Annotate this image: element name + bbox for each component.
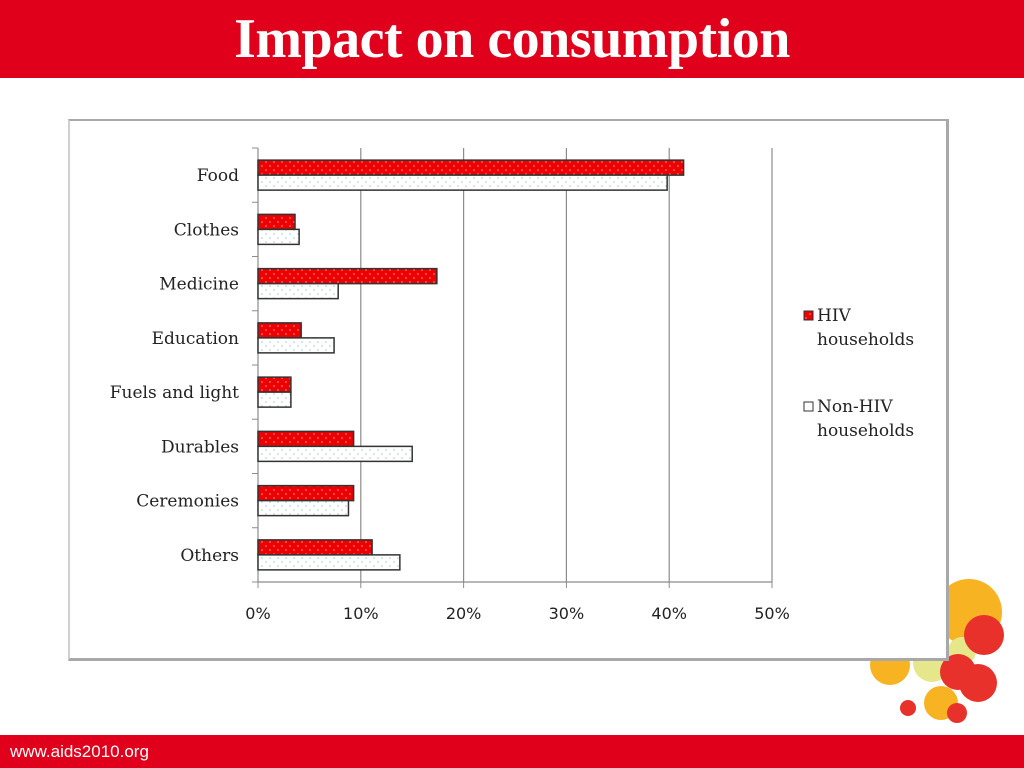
bar-hiv-education — [257, 322, 302, 339]
bar-non-hiv-education — [257, 337, 335, 354]
x-tick-label: 10% — [343, 604, 379, 623]
category-label: Fuels and light — [110, 383, 239, 403]
bars — [257, 159, 685, 571]
category-label: Ceremonies — [136, 492, 239, 512]
x-tick-label: 40% — [651, 604, 687, 623]
slide-title: Impact on consumption — [234, 8, 790, 70]
bar-non-hiv-clothes — [257, 228, 300, 246]
legend: HIV households Non-HIV households — [803, 306, 914, 441]
bar-hiv-medicine — [257, 267, 438, 285]
bar-non-hiv-fuels-and-light — [257, 391, 292, 408]
axes — [252, 147, 773, 588]
footer-url: www.aids2010.org — [10, 742, 149, 761]
decor-circle — [959, 664, 997, 702]
legend-swatch-hiv — [803, 310, 814, 321]
bar-hiv-durables — [257, 430, 355, 448]
category-label: Durables — [161, 437, 239, 457]
bar-non-hiv-medicine — [257, 282, 339, 300]
legend-label-hiv-line2: households — [817, 330, 914, 350]
footer-bar: www.aids2010.org — [0, 735, 1024, 768]
category-labels: Food Clothes Medicine Education Fuels and li… — [110, 166, 239, 566]
bar-non-hiv-others — [257, 554, 401, 571]
x-tick-label: 30% — [549, 604, 585, 623]
title-bar: Impact on consumption — [0, 0, 1024, 78]
category-label: Food — [197, 166, 239, 186]
bar-hiv-clothes — [257, 213, 296, 231]
bar-hiv-fuels-and-light — [257, 376, 292, 393]
decor-circle — [947, 703, 967, 723]
bar-non-hiv-durables — [257, 445, 413, 463]
category-label: Others — [180, 546, 239, 566]
x-tick-label: 20% — [446, 604, 482, 623]
x-tick-labels: 0% 10% 20% 30% 40% 50% — [245, 604, 789, 623]
bar-non-hiv-ceremonies — [257, 499, 350, 517]
decor-circle — [900, 700, 916, 716]
gridlines — [360, 148, 773, 582]
chart-frame — [68, 119, 949, 661]
category-label: Education — [152, 329, 239, 349]
legend-label-non-hiv-line1: Non-HIV — [817, 397, 893, 417]
bar-hiv-ceremonies — [257, 484, 355, 502]
category-label: Medicine — [159, 275, 239, 295]
x-tick-label: 0% — [245, 604, 270, 623]
bar-non-hiv-food — [257, 174, 668, 191]
decor-circle — [964, 615, 1004, 655]
bar-hiv-others — [257, 539, 373, 556]
bar-hiv-food — [257, 159, 685, 176]
legend-label-hiv-line1: HIV — [817, 306, 852, 326]
legend-swatch-non-hiv — [803, 401, 814, 412]
x-tick-label: 50% — [754, 604, 790, 623]
legend-label-non-hiv-line2: households — [817, 421, 914, 441]
category-label: Clothes — [174, 220, 239, 240]
